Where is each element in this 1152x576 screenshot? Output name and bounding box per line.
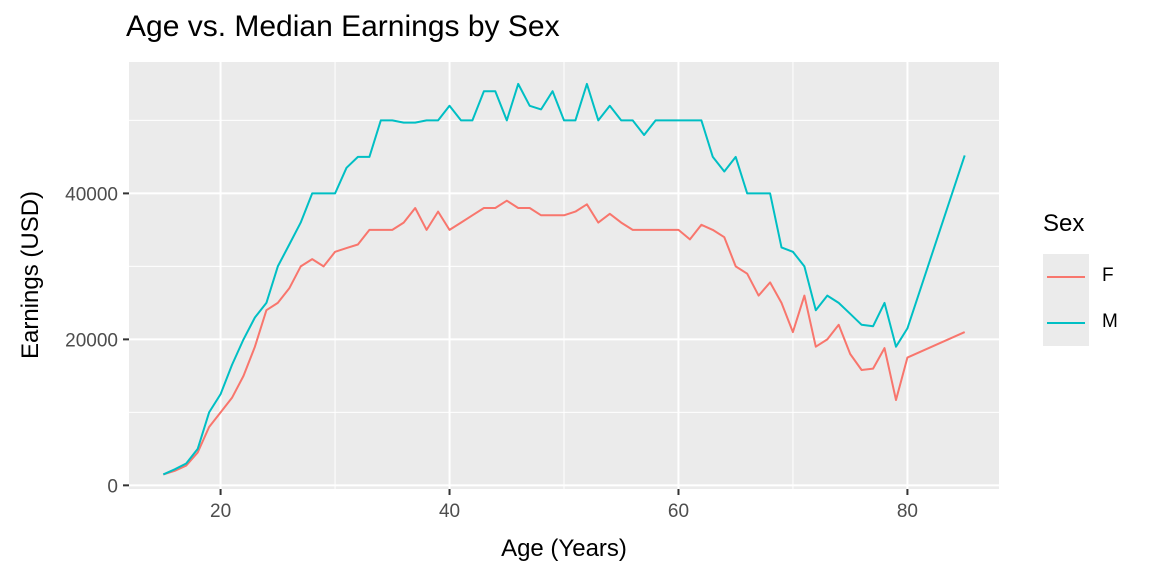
grid-major — [129, 62, 999, 489]
x-axis-title: Age (Years) — [501, 535, 627, 562]
series-line-m — [162, 82, 966, 476]
x-tick-label: 20 — [210, 501, 231, 522]
x-tick-label: 60 — [668, 501, 689, 522]
x-tick-label: 40 — [439, 501, 460, 522]
chart-title: Age vs. Median Earnings by Sex — [126, 10, 560, 43]
series-layer — [162, 82, 966, 476]
y-tick-label: 0 — [107, 476, 118, 497]
legend-swatch-f — [1047, 276, 1085, 278]
legend-key-f — [1043, 254, 1089, 300]
y-tick-label: 40000 — [65, 184, 118, 205]
legend-key-m — [1043, 300, 1089, 346]
y-tick-label: 20000 — [65, 330, 118, 351]
legend-label-f: F — [1102, 265, 1114, 286]
legend-swatch-m — [1047, 322, 1085, 324]
axes-layer: 20 40 60 80 0 20000 40000 — [65, 184, 918, 522]
x-tick-label: 80 — [897, 501, 918, 522]
legend-title: Sex — [1043, 210, 1085, 237]
y-axis-title: Earnings (USD) — [17, 191, 44, 359]
series-line-f — [163, 199, 966, 476]
legend-label-m: M — [1102, 311, 1118, 332]
